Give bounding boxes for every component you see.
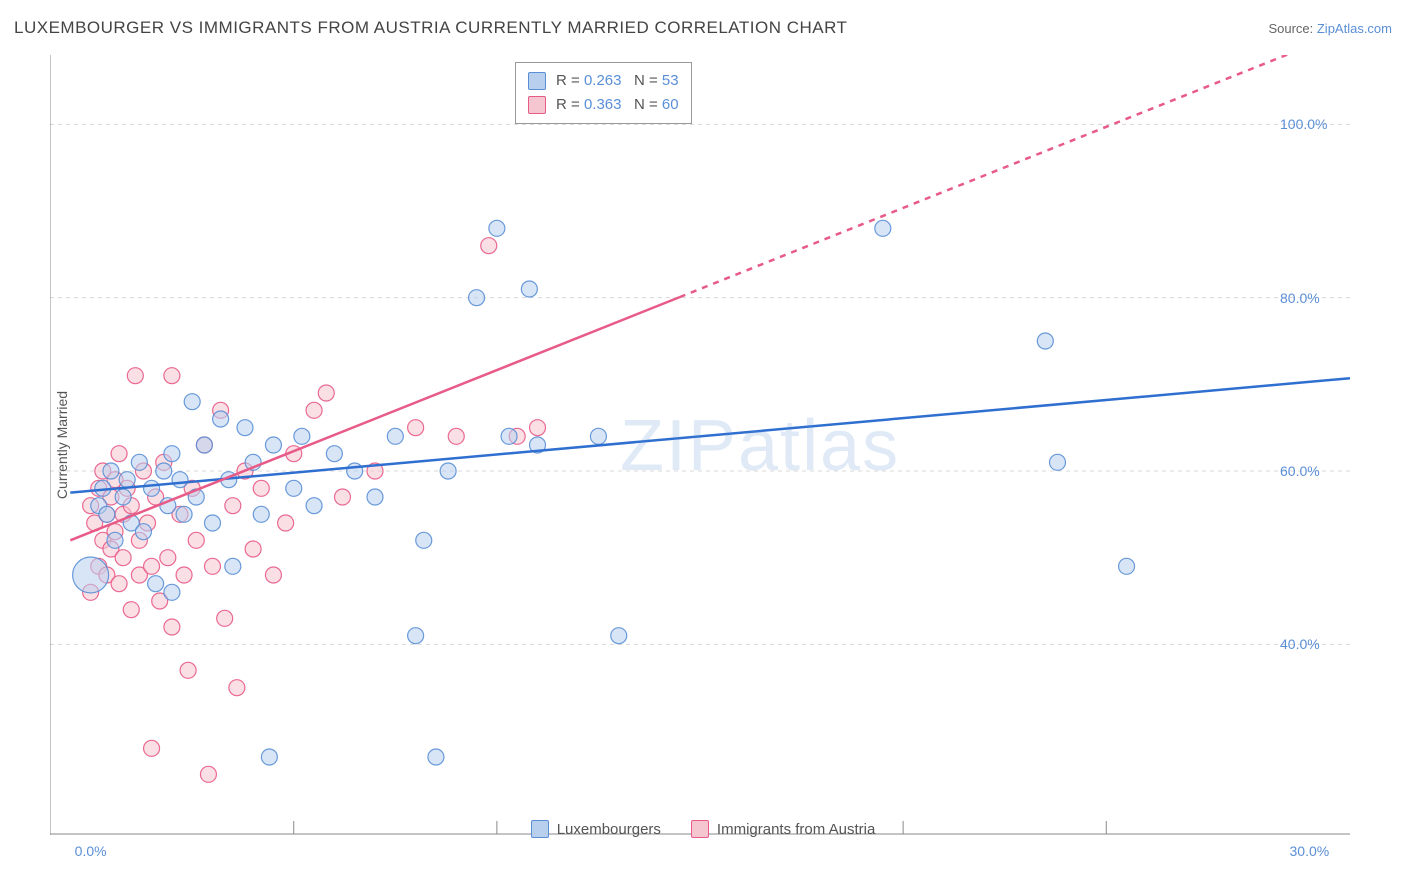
source-link[interactable]: ZipAtlas.com (1317, 21, 1392, 36)
header-row: LUXEMBOURGER VS IMMIGRANTS FROM AUSTRIA … (14, 18, 1392, 38)
x-tick-label: 0.0% (75, 843, 107, 859)
stats-text: R = 0.263 N = 53 (556, 69, 679, 93)
series-swatch (528, 72, 546, 90)
series-swatch (531, 820, 549, 838)
chart-title: LUXEMBOURGER VS IMMIGRANTS FROM AUSTRIA … (14, 18, 847, 38)
y-axis-label: Currently Married (54, 391, 70, 499)
legend-label: Luxembourgers (557, 821, 661, 838)
x-tick-label: 30.0% (1290, 843, 1330, 859)
scatter-plot (50, 55, 1350, 835)
y-tick-label: 80.0% (1280, 290, 1320, 306)
y-tick-label: 60.0% (1280, 463, 1320, 479)
legend-item: Luxembourgers (531, 820, 661, 838)
legend-bottom: Luxembourgers Immigrants from Austria (0, 820, 1406, 838)
source-label: Source: ZipAtlas.com (1268, 21, 1392, 36)
y-tick-label: 100.0% (1280, 116, 1327, 132)
y-tick-label: 40.0% (1280, 636, 1320, 652)
stats-legend-box: R = 0.263 N = 53R = 0.363 N = 60 (515, 62, 692, 124)
stats-text: R = 0.363 N = 60 (556, 93, 679, 117)
chart-area: Currently Married ZIPatlas R = 0.263 N =… (50, 55, 1350, 835)
series-swatch (691, 820, 709, 838)
stats-row: R = 0.263 N = 53 (528, 69, 679, 93)
source-prefix: Source: (1268, 21, 1316, 36)
legend-item: Immigrants from Austria (691, 820, 875, 838)
legend-label: Immigrants from Austria (717, 821, 875, 838)
stats-row: R = 0.363 N = 60 (528, 93, 679, 117)
series-swatch (528, 96, 546, 114)
